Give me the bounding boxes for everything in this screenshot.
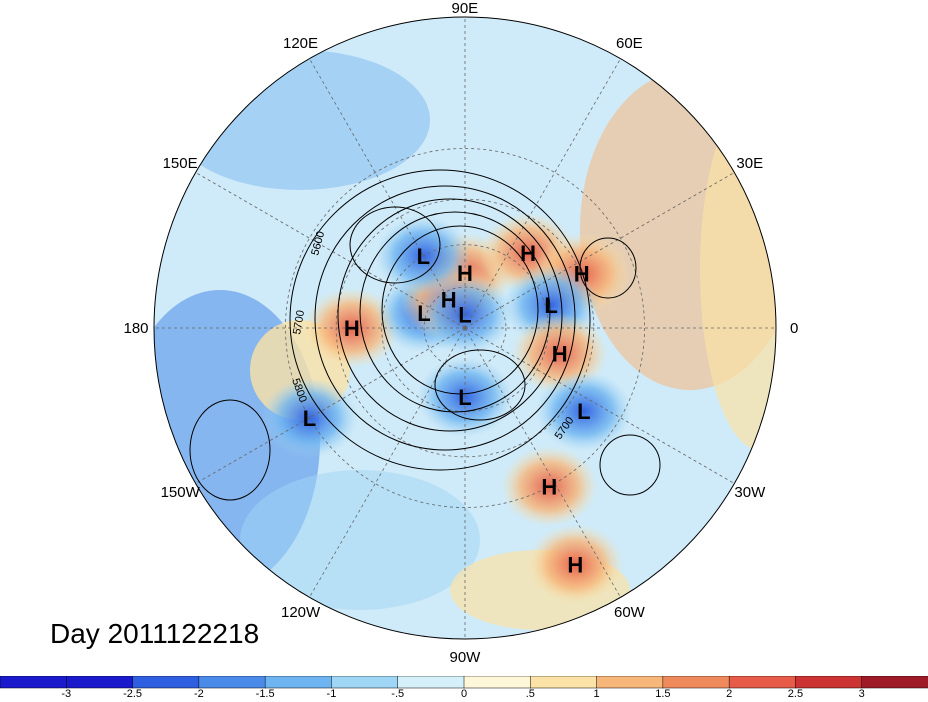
meridian <box>309 327 466 598</box>
colorbar-tick-label: -1.5 <box>255 688 275 700</box>
map-border <box>153 16 777 640</box>
contour-label: 5700 <box>291 309 307 335</box>
low-center-label: L <box>417 301 430 326</box>
colorbar-segment <box>397 676 465 689</box>
graticule <box>154 17 776 639</box>
high-center-label: H <box>520 241 536 266</box>
meridian <box>464 58 621 329</box>
colorbar-tick-label: -1 <box>326 688 337 700</box>
meridian <box>464 327 621 598</box>
longitude-label: 30W <box>734 484 766 501</box>
day-label: Day 2011122218 <box>50 618 260 649</box>
longitude-label: 60W <box>614 604 645 622</box>
meridian <box>464 172 735 329</box>
colorbar-segment <box>861 676 928 689</box>
low-center-label: L <box>458 385 471 410</box>
longitude-label: 60E <box>616 34 643 52</box>
low-anomaly <box>535 371 632 452</box>
longitude-label: 150E <box>162 155 198 172</box>
high-center-label: H <box>457 261 473 286</box>
low-center-label: L <box>544 293 557 318</box>
colorbar-segment <box>264 676 333 689</box>
meridian <box>309 58 466 329</box>
meridian <box>464 327 735 484</box>
longitude-label: 120E <box>283 34 319 52</box>
colorbar-segment <box>530 676 598 689</box>
high-center-label: H <box>541 475 557 500</box>
colorbar-tick-label: 1 <box>593 688 600 700</box>
colorbar-segment <box>66 676 134 689</box>
longitude-label: 180 <box>123 319 149 337</box>
colorbar-segment <box>132 676 200 689</box>
high-anomaly <box>303 288 400 368</box>
anomaly-east <box>700 90 776 450</box>
high-center-label: H <box>567 553 583 578</box>
colorbar-tick-label: 2.5 <box>787 688 804 700</box>
colorbar-segment <box>728 676 797 689</box>
colorbar-segment <box>0 676 68 689</box>
colorbar-tick-label: 1.5 <box>655 688 671 700</box>
low-center-label: L <box>577 399 590 424</box>
anomaly-centers <box>261 212 632 605</box>
colorbar-segment <box>662 676 730 689</box>
colorbar-tick-label: 3 <box>858 688 865 700</box>
colorbar-segment <box>795 676 863 689</box>
longitude-label: 120W <box>281 604 321 622</box>
high-center-label: H <box>344 316 360 341</box>
latitude-circle <box>285 148 645 508</box>
low-center-label: L <box>417 244 430 269</box>
latitude-circle <box>423 286 507 370</box>
high-anomaly <box>527 524 624 605</box>
low-center-label: L <box>303 406 316 431</box>
longitude-label: 90E <box>451 0 479 17</box>
colorbar-segment <box>596 676 664 689</box>
longitude-label: 30E <box>736 155 764 172</box>
anomaly-southwest <box>240 470 480 610</box>
colorbar-tick-label: -.5 <box>391 688 405 700</box>
longitude-label: 0 <box>790 319 799 337</box>
colorbar-segment <box>198 676 266 689</box>
anomaly-siberia <box>170 50 430 190</box>
colorbar-segment <box>463 676 532 689</box>
colorbar-tick-label: -2 <box>193 688 204 700</box>
longitude-label: 150W <box>160 484 200 501</box>
colorbar-tick-label: 2 <box>726 688 733 700</box>
longitude-label: 90W <box>449 648 481 666</box>
colorbar-tick-label: 0 <box>460 688 468 700</box>
high-center-label: H <box>441 288 457 313</box>
colorbar-segment <box>331 676 399 689</box>
meridian <box>195 327 466 484</box>
meridian <box>195 172 466 329</box>
high-center-label: H <box>574 262 590 287</box>
colorbar-tick-label: -2.5 <box>123 688 143 700</box>
low-center-label: L <box>458 302 471 327</box>
colorbar-tick-label: .5 <box>525 688 535 700</box>
height-contours <box>189 169 661 501</box>
colorbar-tick-label: -3 <box>61 688 72 700</box>
high-center-label: H <box>552 341 568 366</box>
colorbar <box>0 676 928 689</box>
